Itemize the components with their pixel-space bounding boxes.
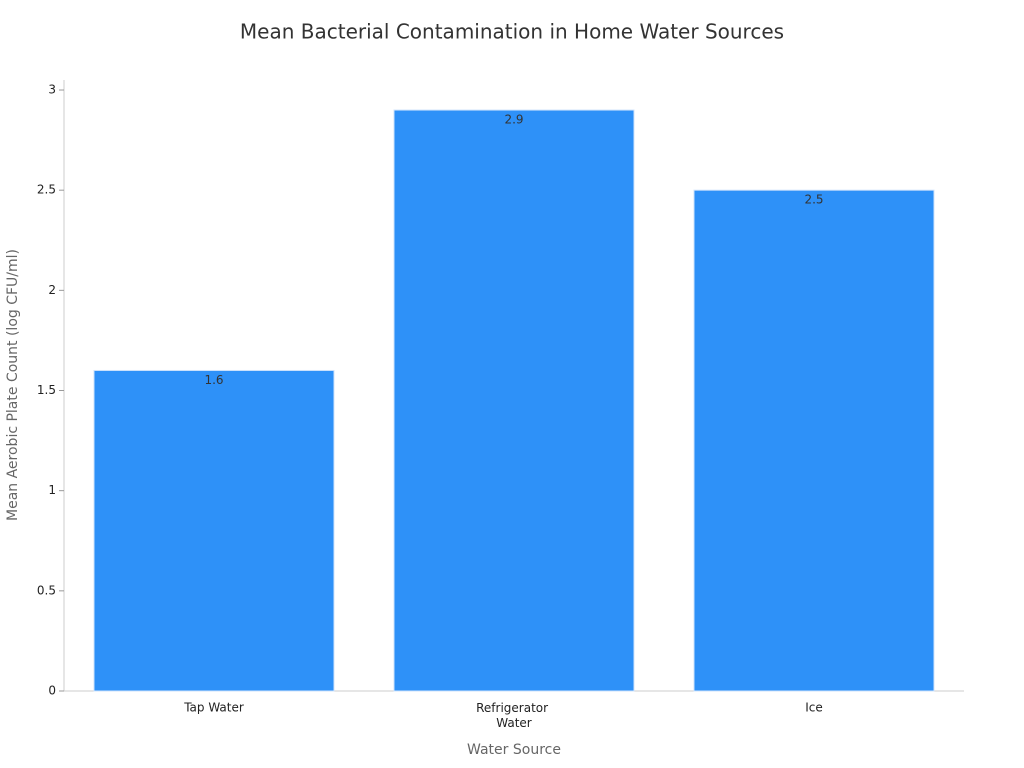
value-label: 2.5	[804, 193, 823, 207]
y-tick-label: 2	[48, 283, 56, 297]
y-tick-label: 0	[48, 684, 56, 698]
y-tick-label: 1.5	[37, 383, 56, 397]
y-tick-label: 0.5	[37, 583, 56, 597]
y-tick-label: 3	[48, 83, 56, 97]
x-tick-label: Tap Water	[183, 701, 244, 715]
x-axis-title: Water Source	[467, 742, 561, 758]
value-label: 1.6	[204, 373, 223, 387]
chart-title: Mean Bacterial Contamination in Home Wat…	[240, 20, 784, 44]
bar	[693, 189, 935, 692]
value-label: 2.9	[504, 113, 523, 127]
x-tick-label: Ice	[805, 701, 823, 715]
y-tick-label: 2.5	[37, 183, 56, 197]
bar	[93, 369, 335, 692]
y-axis-title: Mean Aerobic Plate Count (log CFU/ml)	[5, 249, 21, 521]
y-tick-label: 1	[48, 483, 56, 497]
x-tick-label: Refrigerator Water	[476, 701, 552, 730]
bar	[393, 109, 635, 692]
